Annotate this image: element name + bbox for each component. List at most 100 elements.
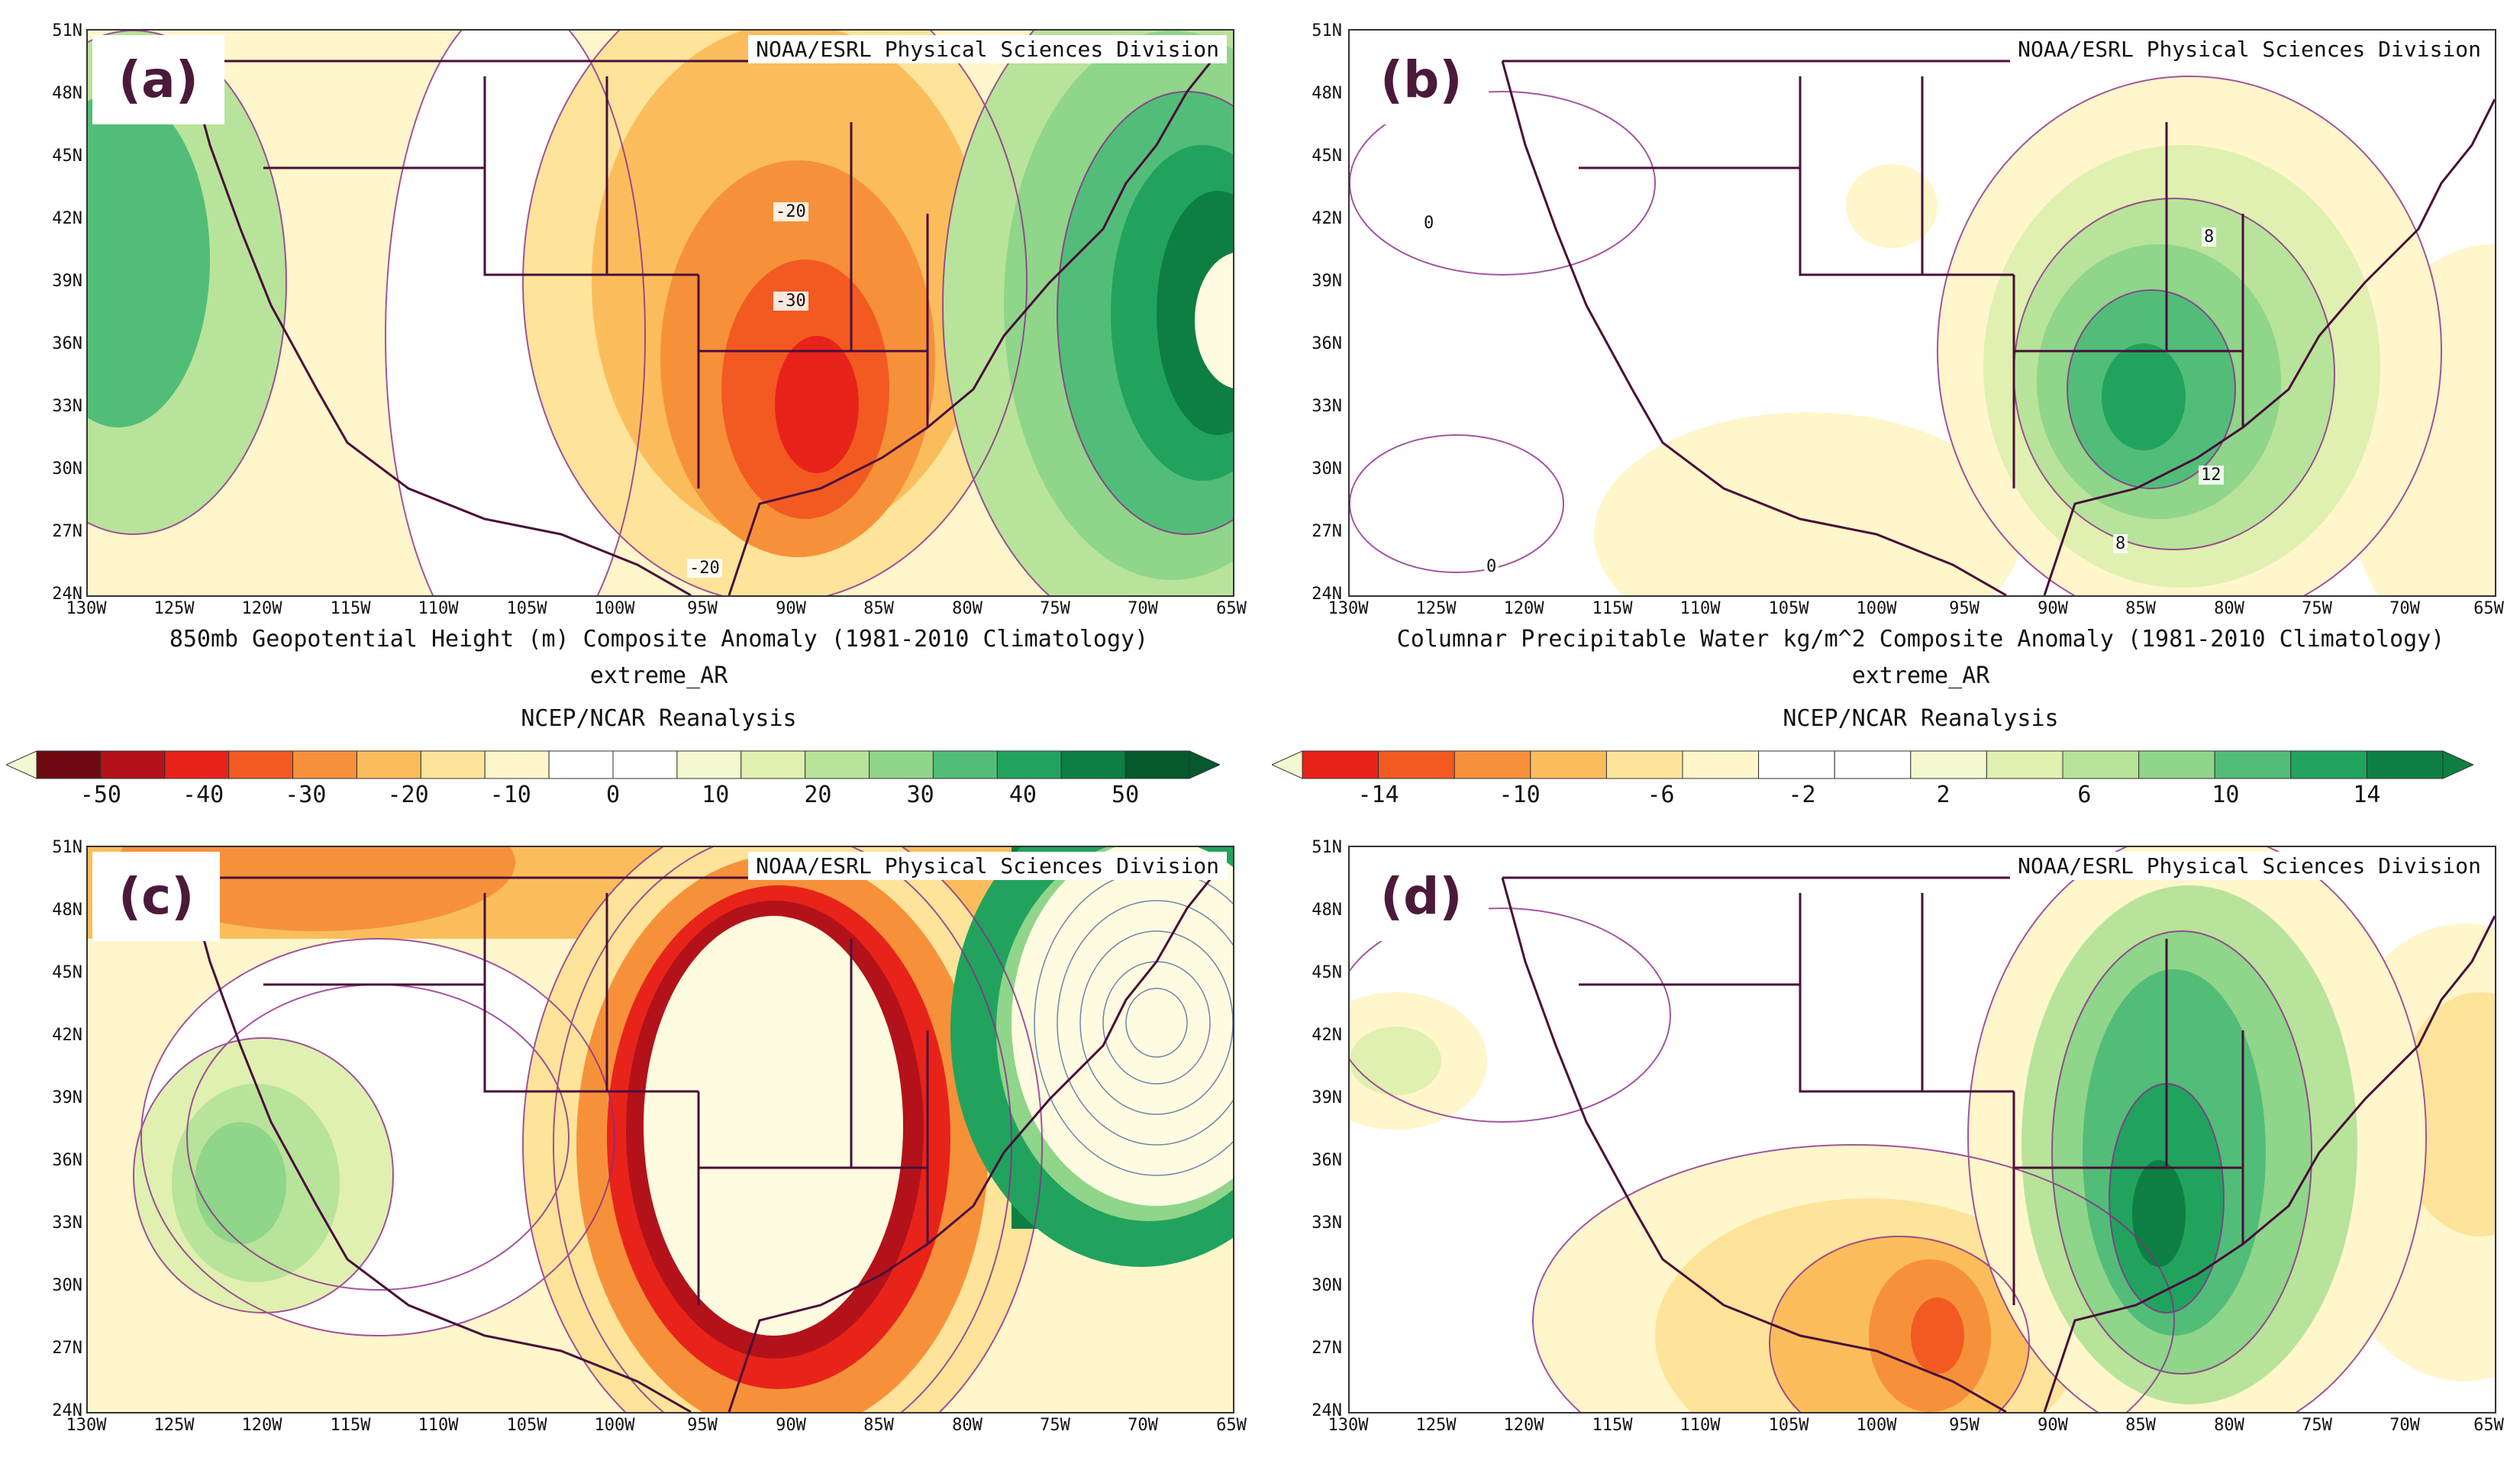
lon-tick: 100W	[594, 599, 635, 618]
lat-tick: 48N	[1312, 901, 1342, 920]
lon-tick: 80W	[2214, 599, 2244, 618]
lat-tick: 48N	[1312, 84, 1342, 103]
lat-tick: 30N	[52, 459, 82, 479]
lon-tick: 105W	[506, 599, 547, 618]
lat-tick: 30N	[1312, 459, 1342, 479]
lon-tick: 90W	[776, 599, 806, 618]
colorbar-tick-label: 0	[605, 782, 621, 808]
lat-tick: 36N	[1312, 1151, 1342, 1170]
lon-tick: 85W	[863, 599, 894, 618]
map-a-field	[88, 31, 1233, 595]
lat-tick: 27N	[1312, 522, 1342, 541]
contour-label: -30	[773, 292, 808, 311]
lat-tick: 51N	[52, 838, 82, 857]
colorbar-tick-label: 2	[1936, 782, 1950, 808]
lon-tick: 65W	[1216, 599, 1247, 618]
lat-tick: 42N	[1312, 1026, 1342, 1045]
lat-tick: 36N	[1312, 334, 1342, 353]
colorbar-swatch	[2366, 750, 2444, 779]
lat-tick: 45N	[1312, 147, 1342, 166]
lon-tick: 70W	[1128, 1416, 1158, 1435]
colorbar-tick-label: -14	[1357, 782, 1399, 808]
contour-label: 12	[2199, 466, 2224, 485]
lon-tick: 120W	[241, 1416, 282, 1435]
colorbar-swatch	[1302, 750, 1379, 779]
contour-label: -20	[773, 202, 808, 221]
colorbar-swatch	[356, 750, 421, 779]
colorbar-tick-label: 14	[2353, 782, 2381, 808]
lon-tick: 95W	[1949, 1416, 1980, 1435]
lat-tick: 24N	[1312, 1401, 1342, 1420]
lat-tick: 24N	[1312, 585, 1342, 604]
colorbar-swatch	[100, 750, 166, 779]
lon-tick: 65W	[1216, 1416, 1247, 1435]
map-c-credit: NOAA/ESRL Physical Sciences Division	[748, 852, 1227, 880]
map-c: NOAA/ESRL Physical Sciences Division (c)	[86, 846, 1234, 1413]
colorbar-arrow-high	[2442, 750, 2475, 779]
lon-tick: 95W	[687, 1416, 718, 1435]
colorbar-swatch	[932, 750, 998, 779]
colorbar-tick-label: 6	[2077, 782, 2092, 808]
lon-tick: 105W	[1768, 599, 1809, 618]
panel-a: NOAA/ESRL Physical Sciences Division (a)…	[0, 0, 1260, 656]
lon-tick: 70W	[1128, 599, 1158, 618]
colorbar-arrow-low	[5, 750, 37, 779]
lat-tick: 42N	[1312, 209, 1342, 228]
lon-tick: 125W	[153, 599, 195, 618]
lon-tick: 110W	[1679, 1416, 1721, 1435]
lon-tick: 130W	[66, 1416, 107, 1435]
colorbar-swatch	[869, 750, 934, 779]
contour-label: 8	[2202, 227, 2217, 247]
lon-tick: 115W	[1592, 1416, 1633, 1435]
colorbar-tick-label: 30	[906, 782, 934, 808]
lat-tick: 33N	[1312, 397, 1342, 416]
lat-tick: 27N	[52, 1339, 82, 1358]
colorbar-arrow-high	[1189, 750, 1221, 779]
colorbar-tick-label: 40	[1008, 782, 1037, 808]
colorbar-swatch	[805, 750, 870, 779]
colorbar-tick-label: -20	[387, 782, 429, 808]
lat-tick: 30N	[52, 1276, 82, 1295]
colorbar-tick-label: -40	[182, 782, 224, 808]
colorbar-swatch	[1378, 750, 1455, 779]
panel-d: NOAA/ESRL Physical Sciences Division (d)…	[1260, 817, 2520, 1457]
contour-label: -20	[687, 559, 722, 578]
lon-tick: 120W	[1503, 599, 1544, 618]
lon-tick: 70W	[2389, 1416, 2420, 1435]
colorbar-swatch	[612, 750, 678, 779]
lat-tick: 30N	[1312, 1276, 1342, 1295]
lon-tick: 105W	[506, 1416, 547, 1435]
caption-b-line2: extreme_AR	[1851, 662, 1990, 689]
lon-tick: 115W	[1592, 599, 1633, 618]
lon-tick: 100W	[1856, 1416, 1897, 1435]
lon-tick: 85W	[2125, 599, 2156, 618]
lat-tick: 45N	[1312, 963, 1342, 982]
lon-tick: 75W	[2302, 1416, 2332, 1435]
lon-tick: 80W	[952, 1416, 983, 1435]
colorbar-swatch	[996, 750, 1062, 779]
contour-label: 8	[2113, 534, 2128, 553]
colorbar-swatch	[228, 750, 294, 779]
map-d-credit: NOAA/ESRL Physical Sciences Division	[2010, 852, 2489, 880]
lon-tick: 130W	[1328, 599, 1369, 618]
lon-tick: 75W	[1040, 599, 1070, 618]
lon-tick: 70W	[2389, 599, 2420, 618]
colorbar-swatch	[2062, 750, 2140, 779]
lat-tick: 33N	[52, 1214, 82, 1233]
lon-tick: 110W	[418, 599, 459, 618]
colorbar-tick-label: 20	[804, 782, 832, 808]
lat-tick: 48N	[52, 84, 82, 103]
colorbar-swatch	[1758, 750, 1835, 779]
colorbar-tick-label: -50	[79, 782, 121, 808]
panel-b: NOAA/ESRL Physical Sciences Division (b)…	[1260, 0, 2520, 656]
colorbar-swatch	[676, 750, 742, 779]
lon-tick: 95W	[1949, 599, 1980, 618]
lon-tick: 100W	[594, 1416, 635, 1435]
colorbar-right: -14 -10 -6 -2 2 6 10 14	[1270, 749, 2475, 811]
panel-c: NOAA/ESRL Physical Sciences Division (c)…	[0, 817, 1260, 1457]
colorbar-swatch	[1986, 750, 2063, 779]
colorbar-swatch	[164, 750, 230, 779]
lon-tick: 125W	[153, 1416, 195, 1435]
map-c-field	[88, 847, 1233, 1412]
colorbar-tick-label: 50	[1112, 782, 1140, 808]
